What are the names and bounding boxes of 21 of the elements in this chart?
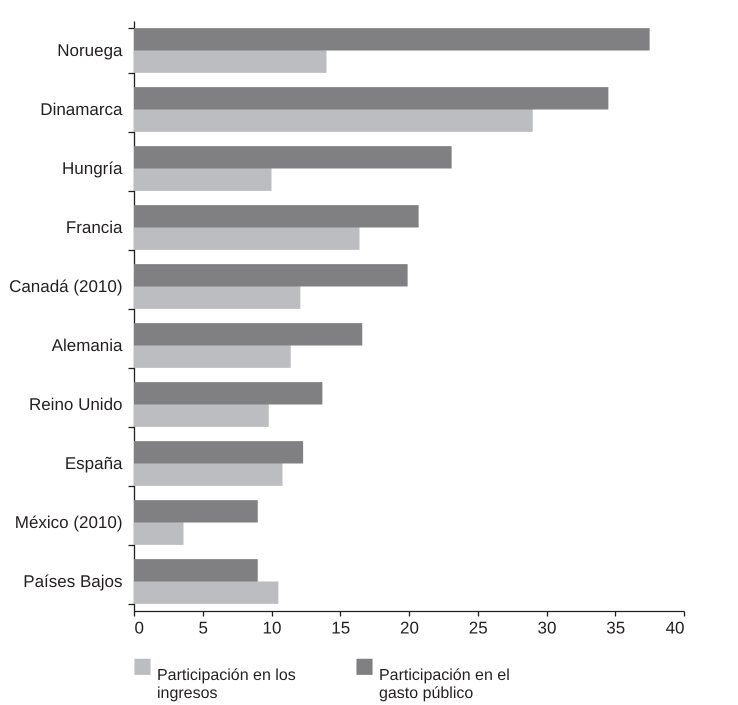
x-tick-label: 25 (468, 618, 488, 638)
x-tick-label: 15 (331, 618, 350, 638)
legend-label: Participación en los ingresos (157, 666, 296, 702)
x-tick-label: 10 (262, 618, 282, 638)
x-tick-label: 40 (666, 618, 684, 638)
x-tick-label: 35 (606, 618, 626, 638)
y-tick-label: Alemania (52, 336, 124, 355)
y-tick-label: Dinamarca (40, 100, 124, 119)
x-tick-label: 5 (198, 618, 208, 638)
y-tick-label: México (2010) (14, 513, 122, 532)
x-tick-label: 0 (134, 618, 144, 638)
y-tick-label: Noruega (57, 41, 124, 60)
y-tick-label: Hungría (62, 159, 124, 178)
x-tick-label: 20 (400, 618, 419, 638)
y-tick-label: Países Bajos (23, 572, 122, 591)
x-tick-label: 30 (538, 618, 556, 638)
y-tick-label: Reino Unido (28, 395, 122, 414)
y-tick-label: España (64, 454, 124, 473)
y-tick-label: Francia (66, 218, 124, 237)
legend-label: Participación en el gasto público (379, 666, 510, 702)
y-tick-label: Canadá (2010) (9, 277, 122, 296)
